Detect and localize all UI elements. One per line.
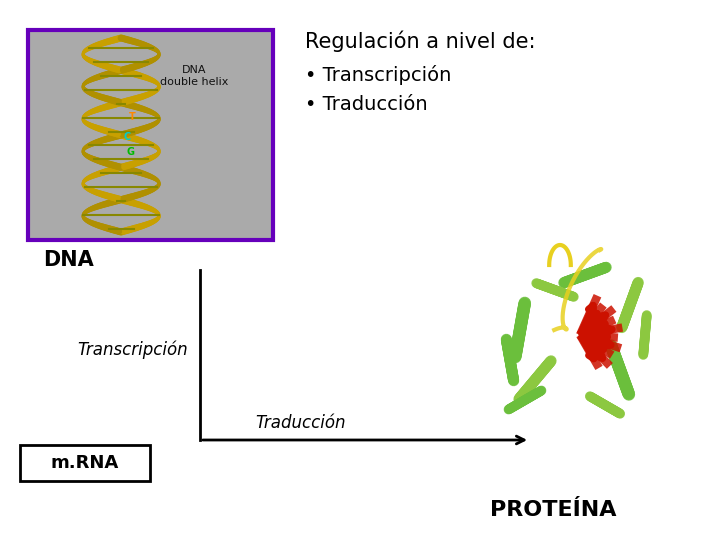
Text: T: T xyxy=(129,112,136,122)
Text: Traducción: Traducción xyxy=(255,414,346,432)
Text: PROTEÍNA: PROTEÍNA xyxy=(490,500,616,520)
FancyBboxPatch shape xyxy=(28,30,273,240)
Text: • Traducción: • Traducción xyxy=(305,95,428,114)
Text: G: G xyxy=(126,147,134,157)
Text: DNA
double helix: DNA double helix xyxy=(161,65,229,87)
Text: C: C xyxy=(123,132,130,142)
Text: Regulación a nivel de:: Regulación a nivel de: xyxy=(305,30,536,51)
Text: DNA: DNA xyxy=(43,250,94,270)
Text: m.RNA: m.RNA xyxy=(51,454,119,472)
Text: • Transcripción: • Transcripción xyxy=(305,65,451,85)
FancyBboxPatch shape xyxy=(20,445,150,481)
Text: Transcripción: Transcripción xyxy=(77,341,188,359)
